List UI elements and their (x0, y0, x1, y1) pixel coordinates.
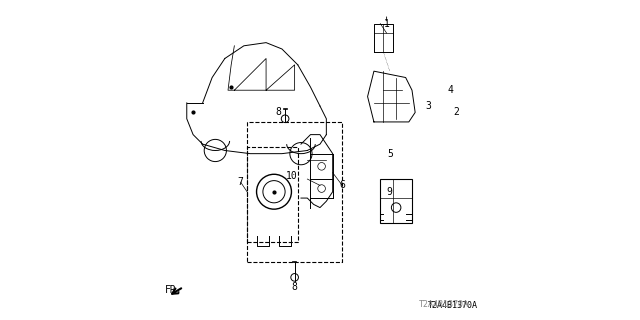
Bar (380, 179, 412, 223)
Text: 1: 1 (383, 19, 390, 28)
Text: 7: 7 (237, 177, 244, 187)
Text: 6: 6 (339, 180, 345, 190)
Text: 4: 4 (447, 85, 453, 95)
Text: 8: 8 (292, 282, 298, 292)
Text: 5: 5 (387, 149, 393, 159)
Text: 9: 9 (387, 187, 393, 197)
Text: 10: 10 (285, 171, 298, 181)
Text: FR.: FR. (165, 285, 183, 295)
Text: 8: 8 (276, 108, 282, 117)
Text: 3: 3 (425, 101, 431, 111)
Bar (247, 147, 298, 243)
Text: T2A4B1370A: T2A4B1370A (428, 301, 478, 310)
Text: T2A4B1370A: T2A4B1370A (419, 300, 469, 309)
Bar (247, 122, 342, 261)
Text: 2: 2 (454, 108, 460, 117)
